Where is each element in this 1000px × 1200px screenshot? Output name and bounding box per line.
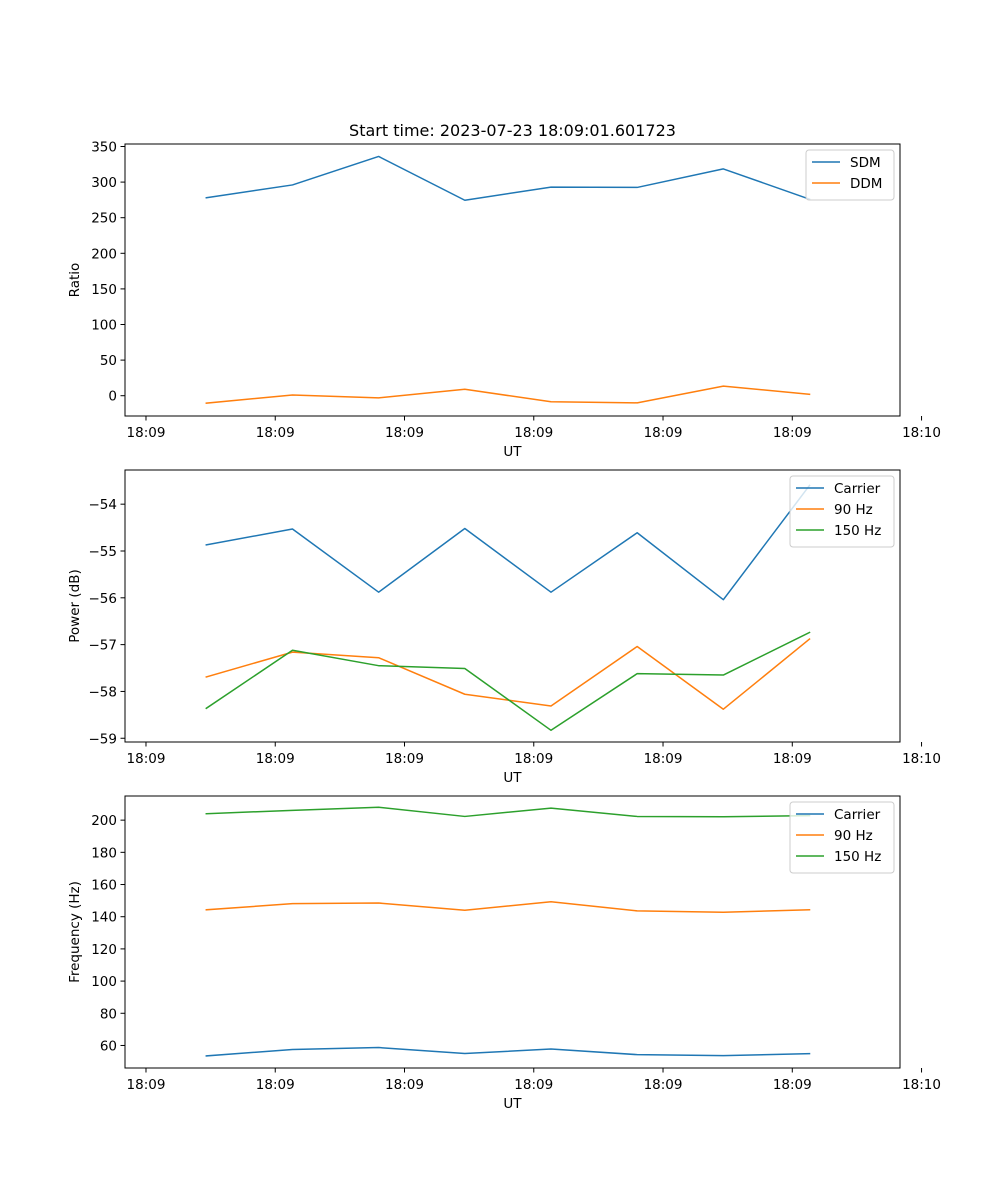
y-tick-label: 0 <box>108 389 117 405</box>
chart-panel-2: 18:09 18:09 18:09 18:09 18:09 18:09 18:10 −59 −5… <box>67 469 941 786</box>
legend-label: 90 Hz <box>834 828 873 844</box>
x-tick-label: 18:09 <box>773 425 812 441</box>
y-axis-label: Power (dB) <box>67 569 83 642</box>
legend: Carrier 90 Hz 150 Hz <box>789 801 895 874</box>
y-axis-label: Frequency (Hz) <box>67 881 83 983</box>
x-tick-label: 18:09 <box>127 1077 166 1093</box>
series-line-sdm <box>205 155 811 201</box>
y-tick-label: 200 <box>91 813 117 829</box>
y-tick-label: 60 <box>100 1038 117 1054</box>
legend-label: Carrier <box>834 481 881 497</box>
legend: SDM DDM <box>805 149 895 201</box>
x-tick-label: 18:09 <box>127 425 166 441</box>
x-tick-label: 18:09 <box>644 751 683 767</box>
x-tick-label: 18:09 <box>514 1077 553 1093</box>
x-tick-label: 18:09 <box>644 1077 683 1093</box>
y-tick-label: 200 <box>91 246 117 262</box>
x-tick-label: 18:09 <box>385 751 424 767</box>
legend-label: SDM <box>850 155 881 171</box>
chart-title: Start time: 2023-07-23 18:09:01.601723 <box>349 121 676 140</box>
y-tick-label: 120 <box>91 942 117 958</box>
x-tick-label: 18:09 <box>514 751 553 767</box>
chart-panel-1: Start time: 2023-07-23 18:09:01.601723 18… <box>67 121 941 460</box>
x-tick-label: 18:09 <box>256 751 295 767</box>
y-tick-label: 180 <box>91 845 117 861</box>
legend-label: 90 Hz <box>834 502 873 518</box>
y-tick-label: 140 <box>91 910 117 926</box>
series-line-carrier <box>205 484 811 601</box>
y-tick-label: −55 <box>89 544 118 560</box>
y-tick-label: 300 <box>91 175 117 191</box>
y-axis-label: Ratio <box>67 263 83 298</box>
y-tick-label: −57 <box>89 638 118 654</box>
legend-label: 150 Hz <box>834 849 881 865</box>
axes-frame <box>124 469 901 743</box>
axes-frame <box>124 795 901 1069</box>
y-tick-label: 250 <box>91 211 117 227</box>
chart-panel-3: 18:09 18:09 18:09 18:09 18:09 18:09 18:10 60 80 1… <box>67 795 941 1112</box>
x-tick-label: 18:09 <box>385 425 424 441</box>
x-tick-label: 18:10 <box>902 751 941 767</box>
y-tick-label: 50 <box>100 353 117 369</box>
series-line-150-hz <box>205 806 811 818</box>
x-axis-label: UT <box>503 444 522 460</box>
series-line-ddm <box>205 385 811 404</box>
x-tick-label: 18:09 <box>127 751 166 767</box>
x-tick-label: 18:09 <box>514 425 553 441</box>
legend-label: Carrier <box>834 807 881 823</box>
legend-label: DDM <box>850 176 882 192</box>
series-line-carrier <box>205 1046 811 1057</box>
y-tick-label: 80 <box>100 1006 117 1022</box>
axes-frame <box>124 143 901 417</box>
y-tick-label: 160 <box>91 878 117 894</box>
series-line-150-hz <box>205 631 811 732</box>
x-tick-label: 18:09 <box>644 425 683 441</box>
x-tick-label: 18:09 <box>256 425 295 441</box>
y-tick-label: 100 <box>91 974 117 990</box>
x-tick-label: 18:09 <box>773 751 812 767</box>
series-line-90-hz <box>205 900 811 913</box>
y-tick-label: 100 <box>91 318 117 334</box>
x-axis-label: UT <box>503 1096 522 1112</box>
y-tick-label: −59 <box>89 731 118 747</box>
y-tick-label: −54 <box>89 497 118 513</box>
y-tick-label: 350 <box>91 139 117 155</box>
legend: Carrier 90 Hz 150 Hz <box>789 475 895 548</box>
x-tick-label: 18:10 <box>902 1077 941 1093</box>
y-tick-label: −56 <box>89 591 118 607</box>
y-tick-label: 150 <box>91 282 117 298</box>
legend-label: 150 Hz <box>834 523 881 539</box>
x-tick-label: 18:09 <box>256 1077 295 1093</box>
x-tick-label: 18:10 <box>902 425 941 441</box>
x-tick-label: 18:09 <box>773 1077 812 1093</box>
y-tick-label: −58 <box>89 684 118 700</box>
x-tick-label: 18:09 <box>385 1077 424 1093</box>
x-axis-label: UT <box>503 770 522 786</box>
